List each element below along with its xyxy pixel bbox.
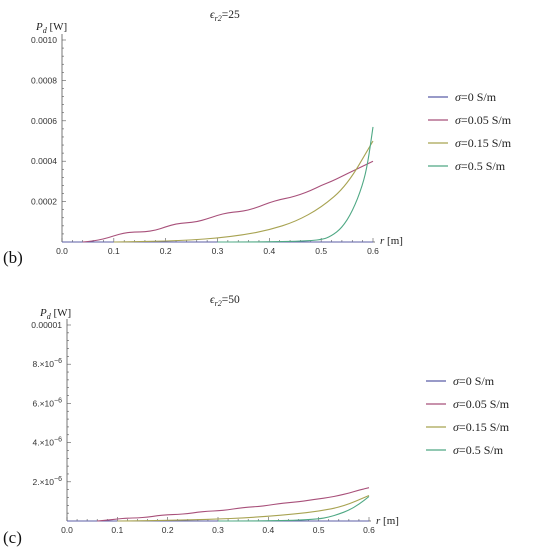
x-tick-label: 0.1 (111, 525, 123, 535)
x-tick-label: 0.5 (315, 246, 327, 256)
legend-label-3: σ=0.15 S/m (455, 136, 512, 150)
legend-label-1: σ=0 S/m (455, 90, 497, 104)
y-tick-label: 0.0008 (31, 75, 57, 85)
chart-title: ϵr2=25 (210, 9, 240, 23)
chart-panel-c: 0.0 0.1 0.2 0.3 0.4 0.5 0.6 2.×10−6 4.×10−6 6.×10… (3, 294, 510, 547)
y-tick-label: 8.×10−6 (33, 358, 63, 369)
legend-label-2: σ=0.05 S/m (455, 113, 512, 127)
y-tick-label: 0.0010 (31, 35, 57, 45)
y-tick-label: 0.0004 (31, 156, 57, 166)
series-line-2 (97, 487, 370, 522)
legend-label-1: σ=0 S/m (453, 374, 495, 388)
panel-label: (b) (3, 248, 23, 267)
x-tick-label: 0.2 (160, 246, 172, 256)
x-tick-label: 0.4 (263, 246, 275, 256)
legend-label-4: σ=0.5 S/m (453, 443, 504, 457)
x-tick-label: 0.1 (108, 246, 120, 256)
x-tick-label: 0.3 (212, 525, 224, 535)
legend-label-3: σ=0.15 S/m (453, 420, 510, 434)
chart-panel-b: 0.0 0.1 0.2 0.3 0.4 0.5 0.6 0.0002 0.0004 0.0006 0… (3, 9, 512, 267)
x-tick-label: 0.5 (313, 525, 325, 535)
y-tick-label: 2.×10−6 (33, 476, 63, 487)
legend-label-4: σ=0.5 S/m (455, 159, 506, 173)
y-tick-label: 6.×10−6 (33, 397, 63, 408)
y-tick-label: 0.0002 (31, 197, 57, 207)
panel-label: (c) (3, 528, 22, 547)
series-line-4 (217, 496, 370, 522)
series-line-3 (113, 140, 374, 243)
chart-title: ϵr2=50 (210, 294, 240, 308)
x-tick-label: 0.4 (262, 525, 274, 535)
x-tick-label: 0.6 (367, 246, 379, 256)
x-axis-label: r [m] (376, 515, 399, 527)
x-tick-label: 0.0 (61, 525, 73, 535)
y-axis-label: Pd [W] (39, 307, 71, 321)
series-line-2 (82, 160, 374, 243)
x-tick-label: 0.6 (363, 525, 375, 535)
y-tick-label: 4.×10−6 (33, 437, 63, 448)
y-tick-label: 0.0006 (31, 116, 57, 126)
series-line-3 (117, 494, 370, 522)
x-tick-label: 0.3 (212, 246, 224, 256)
y-axis-label: Pd [W] (35, 21, 67, 35)
x-axis-label: r [m] (380, 235, 403, 247)
x-tick-label: 0.0 (56, 246, 68, 256)
y-tick-label: 0.00001 (31, 320, 62, 330)
legend-label-2: σ=0.05 S/m (453, 397, 510, 411)
series-line-4 (217, 126, 374, 243)
x-tick-label: 0.2 (162, 525, 174, 535)
